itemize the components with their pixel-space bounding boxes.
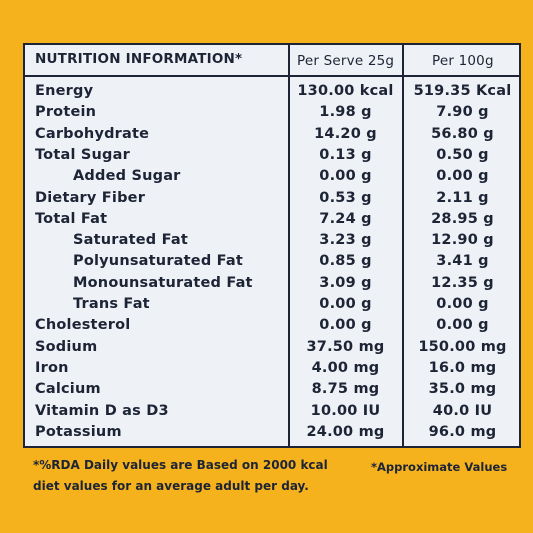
- nutrient-name: Dietary Fiber: [35, 189, 146, 206]
- per-100g-value: 0.00 g: [436, 317, 489, 334]
- per-100g-value: 35.0 mg: [428, 381, 497, 398]
- per-serve-value: 4.00 mg: [311, 359, 380, 376]
- per-100g-value: 40.0 IU: [432, 402, 493, 419]
- approximate-values-note: *Approximate Values: [371, 460, 508, 474]
- per-serve-value: 3.09 g: [319, 274, 372, 291]
- per-100g-value: 96.0 mg: [428, 423, 497, 440]
- nutrient-name: Trans Fat: [73, 296, 150, 312]
- nutrient-name: Total Sugar: [35, 146, 130, 163]
- per-100g-value: 12.90 g: [431, 232, 494, 249]
- per-serve-value: 0.00 g: [319, 317, 372, 334]
- per-serve-value: 37.50 mg: [306, 338, 385, 355]
- column-divider-1: [288, 45, 290, 446]
- per-serve-value: 0.13 g: [319, 146, 372, 163]
- per-100g-value: 0.00 g: [436, 296, 489, 312]
- rda-note: *%RDA Daily values are Based on 2000 kca…: [33, 455, 328, 497]
- per-100g-value: 7.90 g: [436, 104, 489, 121]
- per-100g-value: 0.00 g: [436, 168, 489, 185]
- column-header-per-100g: Per 100g: [432, 53, 494, 69]
- column-divider-2: [402, 45, 404, 446]
- per-serve-value: 10.00 IU: [310, 402, 381, 419]
- rda-note-line-1: *%RDA Daily values are Based on 2000 kca…: [33, 458, 328, 472]
- per-100g-value: 2.11 g: [436, 189, 489, 206]
- column-header-per-serve: Per Serve 25g: [297, 53, 395, 69]
- per-serve-value: 130.00 kcal: [297, 83, 394, 99]
- per-100g-value: 150.00 mg: [418, 338, 507, 355]
- per-serve-value: 0.85 g: [319, 253, 372, 270]
- per-serve-value: 3.23 g: [319, 232, 372, 249]
- nutrient-name: Sodium: [35, 338, 98, 355]
- per-serve-value: 14.20 g: [314, 125, 377, 142]
- nutrient-name: Cholesterol: [35, 317, 131, 334]
- per-serve-value: 24.00 mg: [306, 423, 385, 440]
- nutrient-name: Calcium: [35, 381, 101, 398]
- nutrient-name: Protein: [35, 104, 97, 121]
- per-serve-value: 8.75 mg: [311, 381, 380, 398]
- header-divider: [25, 75, 519, 77]
- nutrient-name: Energy: [35, 83, 94, 99]
- per-serve-value: 0.00 g: [319, 168, 372, 185]
- per-100g-value: 0.50 g: [436, 146, 489, 163]
- nutrient-name: Iron: [35, 359, 69, 376]
- nutrient-name: Polyunsaturated Fat: [73, 253, 244, 270]
- table-title: NUTRITION INFORMATION*: [35, 51, 243, 67]
- per-100g-value: 16.0 mg: [428, 359, 497, 376]
- per-serve-value: 0.00 g: [319, 296, 372, 312]
- per-100g-value: 12.35 g: [431, 274, 494, 291]
- per-serve-value: 0.53 g: [319, 189, 372, 206]
- nutrient-name: Added Sugar: [73, 168, 181, 185]
- nutrition-table: NUTRITION INFORMATION* Per Serve 25g Per…: [23, 43, 521, 448]
- nutrient-name: Saturated Fat: [73, 232, 188, 249]
- nutrient-name: Carbohydrate: [35, 125, 150, 142]
- per-serve-value: 1.98 g: [319, 104, 372, 121]
- nutrient-name: Monounsaturated Fat: [73, 274, 253, 291]
- per-100g-value: 28.95 g: [431, 210, 494, 227]
- rda-note-line-2: diet values for an average adult per day…: [33, 479, 309, 493]
- per-100g-value: 519.35 Kcal: [413, 83, 512, 99]
- nutrient-name: Potassium: [35, 423, 122, 440]
- per-serve-value: 7.24 g: [319, 210, 372, 227]
- nutrient-name: Total Fat: [35, 210, 108, 227]
- per-100g-value: 56.80 g: [431, 125, 494, 142]
- nutrient-name: Vitamin D as D3: [35, 402, 169, 419]
- per-100g-value: 3.41 g: [436, 253, 489, 270]
